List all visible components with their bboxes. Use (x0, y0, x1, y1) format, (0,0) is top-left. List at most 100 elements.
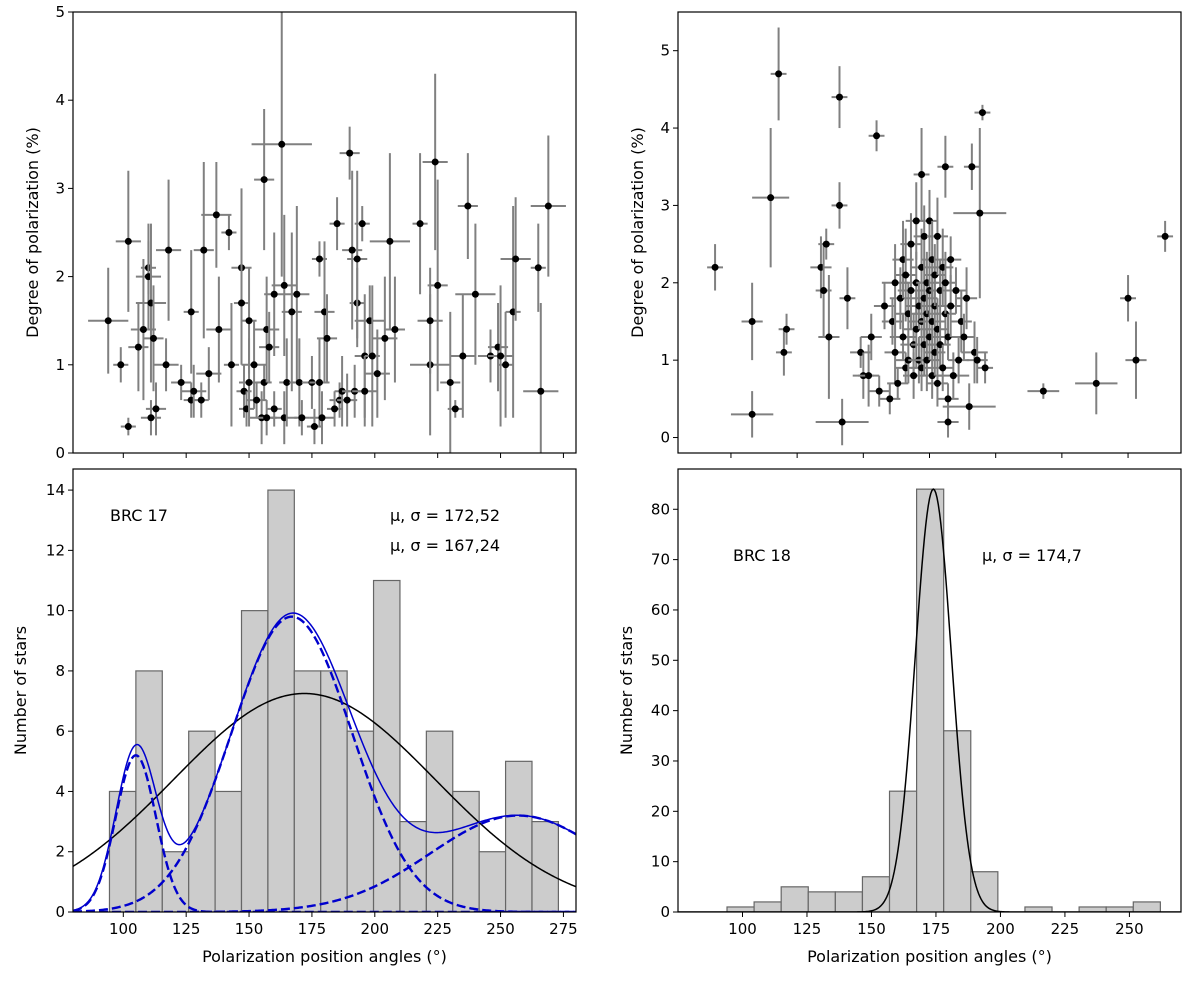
data-point (384, 276, 405, 383)
y-tick-label: 10 (46, 602, 65, 620)
x-axis-label: Polarization position angles (°) (202, 947, 447, 966)
point-marker (910, 372, 918, 380)
point-marker (331, 405, 339, 413)
point-marker (358, 220, 366, 228)
point-marker (227, 361, 235, 369)
point-marker (353, 255, 361, 263)
y-tick-label: 4 (660, 119, 670, 137)
point-marker (544, 202, 552, 210)
data-point (120, 417, 136, 436)
x-tick-label: 200 (360, 920, 389, 938)
data-point (523, 303, 559, 453)
y-tick-label: 0 (660, 429, 670, 447)
data-point (868, 375, 890, 407)
point-marker (976, 209, 984, 217)
point-marker (238, 299, 246, 307)
point-marker (323, 334, 331, 342)
y-tick-label: 0 (55, 903, 65, 921)
point-marker (293, 290, 301, 298)
data-point (193, 161, 214, 339)
data-point (948, 336, 970, 384)
point-marker (875, 387, 883, 395)
annotation-text: BRC 17 (110, 506, 168, 525)
data-point (977, 352, 994, 384)
data-point (1120, 275, 1136, 322)
data-point (314, 241, 335, 383)
point-marker (944, 395, 952, 403)
point-marker (1092, 379, 1100, 387)
data-point (831, 66, 848, 129)
point-marker (446, 378, 454, 386)
point-marker (894, 379, 902, 387)
gaussian-fit-single (678, 488, 1181, 912)
point-marker (373, 370, 381, 378)
axes-frame (677, 468, 1182, 913)
data-point (831, 182, 848, 229)
data-point (770, 27, 787, 121)
data-point (316, 294, 338, 383)
panel-tl: 0 1 2 3 4 5 Degree of polarization (%) (23, 3, 577, 462)
y-tick-label: 3 (660, 196, 670, 214)
y-tick-label: 5 (55, 3, 65, 21)
data-point (961, 321, 988, 384)
point-marker (880, 302, 888, 310)
point-marker (245, 317, 253, 325)
histogram-bar (943, 730, 972, 912)
point-marker (865, 372, 873, 380)
point-marker (318, 414, 326, 422)
histogram-bar (293, 670, 322, 912)
y-tick-label: 40 (651, 702, 670, 720)
point-marker (200, 246, 208, 254)
point-marker (820, 287, 828, 295)
point-marker (298, 414, 306, 422)
histogram-bar (504, 760, 533, 912)
axes-frame (72, 468, 577, 913)
data-point (530, 135, 566, 277)
y-tick-label: 0 (660, 903, 670, 921)
panel-bl: 100 125 150 175 200 225 250 275 0 2 4 6 8 10 12 14 Numbe… (11, 468, 578, 966)
data-point (932, 344, 954, 392)
point-marker (891, 348, 899, 356)
y-axis-label: Degree of polarization (%) (23, 127, 42, 338)
data-point (309, 391, 335, 445)
point-marker (963, 294, 971, 302)
point-marker (965, 403, 973, 411)
gaussian-fit-sum (73, 612, 576, 912)
data-point (113, 347, 129, 383)
x-axis-label: Polarization position angles (°) (807, 947, 1052, 966)
point-marker (416, 220, 424, 228)
plot-area-tr (707, 27, 1174, 446)
y-tick-label: 2 (55, 268, 65, 286)
y-tick-label: 10 (651, 853, 670, 871)
data-point (945, 267, 967, 314)
x-tick-label: 125 (793, 920, 822, 938)
point-marker (187, 308, 195, 316)
data-point (868, 120, 885, 152)
point-marker (960, 333, 968, 341)
point-marker (117, 361, 125, 369)
y-tick-label: 14 (46, 481, 65, 499)
data-point (839, 267, 856, 330)
point-marker (978, 109, 986, 117)
point-marker (315, 255, 323, 263)
histogram-bar (372, 579, 401, 912)
point-marker (361, 387, 369, 395)
point-marker (920, 232, 928, 240)
point-marker (333, 220, 341, 228)
x-tick-label: 175 (298, 920, 327, 938)
point-marker (899, 333, 907, 341)
point-marker (918, 170, 926, 178)
histogram-bar (1024, 906, 1053, 912)
point-marker (134, 343, 142, 351)
point-marker (162, 361, 170, 369)
point-marker (190, 387, 198, 395)
point-marker (981, 364, 989, 372)
data-point (752, 128, 790, 268)
point-marker (225, 229, 233, 236)
y-tick-label: 1 (660, 351, 670, 369)
point-marker (1039, 387, 1047, 395)
data-point (271, 214, 297, 356)
histogram-bar (399, 820, 427, 912)
histogram-bar (108, 790, 137, 912)
point-marker (139, 326, 147, 334)
